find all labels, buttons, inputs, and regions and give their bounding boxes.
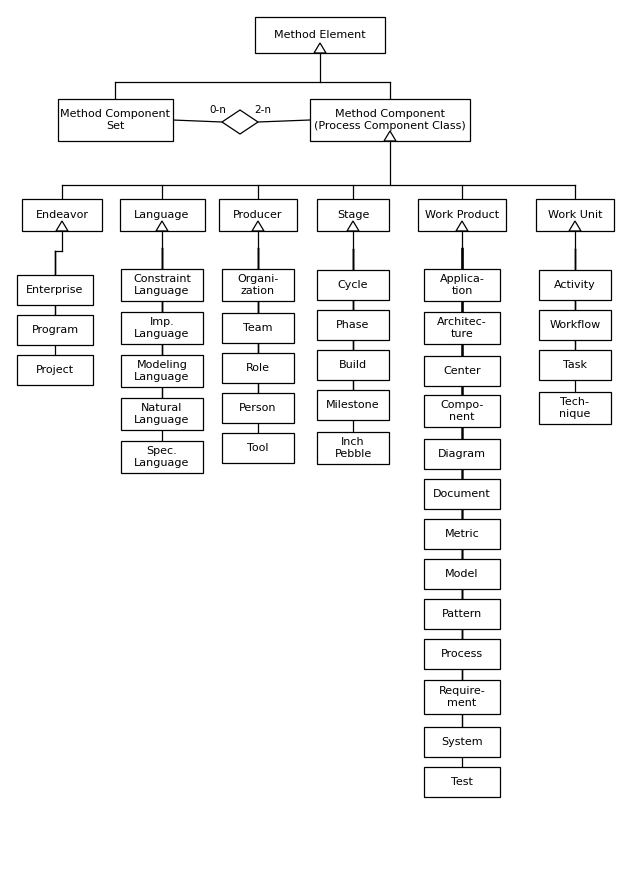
Text: Test: Test xyxy=(451,777,473,787)
Text: Team: Team xyxy=(243,323,273,333)
FancyBboxPatch shape xyxy=(17,275,93,305)
Text: Activity: Activity xyxy=(554,280,596,290)
FancyBboxPatch shape xyxy=(121,441,203,473)
FancyBboxPatch shape xyxy=(424,767,500,797)
Text: Organi-
zation: Organi- zation xyxy=(237,274,279,296)
Text: Producer: Producer xyxy=(233,210,282,220)
Text: Program: Program xyxy=(31,325,79,335)
FancyBboxPatch shape xyxy=(17,315,93,345)
FancyBboxPatch shape xyxy=(317,350,389,380)
Text: Work Unit: Work Unit xyxy=(548,210,602,220)
Text: Method Component
Set: Method Component Set xyxy=(60,110,170,131)
Text: Architec-
ture: Architec- ture xyxy=(437,317,487,339)
Text: Endeavor: Endeavor xyxy=(36,210,88,220)
Text: Diagram: Diagram xyxy=(438,449,486,459)
FancyBboxPatch shape xyxy=(222,313,294,343)
FancyBboxPatch shape xyxy=(121,269,203,301)
FancyBboxPatch shape xyxy=(424,680,500,714)
Text: Require-
ment: Require- ment xyxy=(438,686,486,707)
FancyBboxPatch shape xyxy=(424,312,500,344)
Text: 2-n: 2-n xyxy=(254,105,272,115)
FancyBboxPatch shape xyxy=(17,355,93,385)
Text: Natural
Language: Natural Language xyxy=(134,404,190,425)
Text: Constraint
Language: Constraint Language xyxy=(133,274,191,296)
Text: Method Component
(Process Component Class): Method Component (Process Component Clas… xyxy=(314,110,466,131)
FancyBboxPatch shape xyxy=(317,199,389,231)
Text: Applica-
tion: Applica- tion xyxy=(440,274,484,296)
FancyBboxPatch shape xyxy=(418,199,506,231)
Text: Project: Project xyxy=(36,365,74,375)
FancyBboxPatch shape xyxy=(119,199,204,231)
FancyBboxPatch shape xyxy=(22,199,102,231)
Text: Method Element: Method Element xyxy=(274,30,366,40)
Text: Workflow: Workflow xyxy=(550,320,601,330)
Text: Process: Process xyxy=(441,649,483,659)
FancyBboxPatch shape xyxy=(424,395,500,427)
Text: Language: Language xyxy=(134,210,190,220)
Text: Tool: Tool xyxy=(247,443,269,453)
Text: Imp.
Language: Imp. Language xyxy=(134,317,190,339)
Text: Phase: Phase xyxy=(336,320,370,330)
FancyBboxPatch shape xyxy=(222,353,294,383)
FancyBboxPatch shape xyxy=(121,312,203,344)
Text: Compo-
nent: Compo- nent xyxy=(440,400,484,421)
Text: Document: Document xyxy=(433,489,491,499)
FancyBboxPatch shape xyxy=(317,310,389,340)
Text: Cycle: Cycle xyxy=(338,280,368,290)
FancyBboxPatch shape xyxy=(121,355,203,387)
Text: 0-n: 0-n xyxy=(210,105,226,115)
Text: System: System xyxy=(441,737,483,747)
FancyBboxPatch shape xyxy=(424,559,500,589)
FancyBboxPatch shape xyxy=(310,99,470,141)
Text: Build: Build xyxy=(339,360,367,370)
FancyBboxPatch shape xyxy=(424,356,500,386)
FancyBboxPatch shape xyxy=(424,639,500,669)
FancyBboxPatch shape xyxy=(317,390,389,420)
Text: Modeling
Language: Modeling Language xyxy=(134,360,190,382)
Text: Work Product: Work Product xyxy=(425,210,499,220)
Text: Model: Model xyxy=(445,569,479,579)
FancyBboxPatch shape xyxy=(222,269,294,301)
FancyBboxPatch shape xyxy=(219,199,297,231)
Text: Milestone: Milestone xyxy=(326,400,380,410)
Text: Spec.
Language: Spec. Language xyxy=(134,446,190,468)
Text: Person: Person xyxy=(239,403,277,413)
Text: Role: Role xyxy=(246,363,270,373)
FancyBboxPatch shape xyxy=(539,392,611,424)
Text: Metric: Metric xyxy=(445,529,479,539)
FancyBboxPatch shape xyxy=(424,439,500,469)
Text: Task: Task xyxy=(563,360,587,370)
FancyBboxPatch shape xyxy=(317,432,389,464)
Text: Stage: Stage xyxy=(337,210,369,220)
FancyBboxPatch shape xyxy=(539,310,611,340)
FancyBboxPatch shape xyxy=(539,350,611,380)
FancyBboxPatch shape xyxy=(222,433,294,463)
FancyBboxPatch shape xyxy=(424,727,500,757)
Text: Enterprise: Enterprise xyxy=(26,285,84,295)
FancyBboxPatch shape xyxy=(539,270,611,300)
FancyBboxPatch shape xyxy=(536,199,614,231)
Text: Inch
Pebble: Inch Pebble xyxy=(334,437,372,459)
FancyBboxPatch shape xyxy=(317,270,389,300)
Text: Tech-
nique: Tech- nique xyxy=(559,397,590,419)
FancyBboxPatch shape xyxy=(58,99,173,141)
FancyBboxPatch shape xyxy=(121,398,203,430)
FancyBboxPatch shape xyxy=(222,393,294,423)
FancyBboxPatch shape xyxy=(255,17,385,53)
Text: Pattern: Pattern xyxy=(442,609,482,619)
FancyBboxPatch shape xyxy=(424,599,500,629)
Text: Center: Center xyxy=(443,366,481,376)
FancyBboxPatch shape xyxy=(424,479,500,509)
FancyBboxPatch shape xyxy=(424,269,500,301)
FancyBboxPatch shape xyxy=(424,519,500,549)
